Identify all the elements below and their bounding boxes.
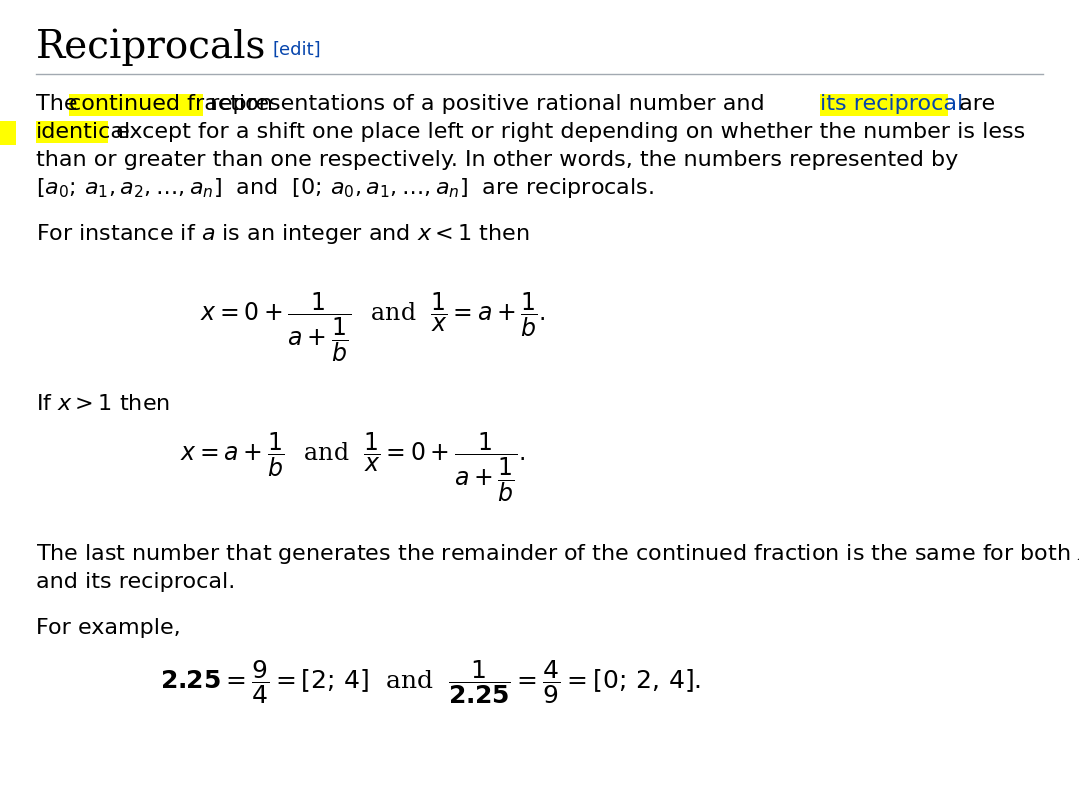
Text: $x = 0 + \dfrac{1}{a + \dfrac{1}{b}}\,$  and  $\dfrac{1}{x} = a + \dfrac{1}{b}.$: $x = 0 + \dfrac{1}{a + \dfrac{1}{b}}\,$ … xyxy=(200,290,546,363)
Text: The: The xyxy=(36,94,84,114)
Text: The last number that generates the remainder of the continued fraction is the sa: The last number that generates the remai… xyxy=(36,541,1079,565)
Text: For instance if $a$ is an integer and $x < 1$ then: For instance if $a$ is an integer and $x… xyxy=(36,221,530,245)
Text: $[a_0;\,a_1,a_2,\ldots,a_n]$  and  $[0;\,a_0,a_1,\ldots,a_n]$  are reciprocals.: $[a_0;\,a_1,a_2,\ldots,a_n]$ and $[0;\,a… xyxy=(36,176,654,200)
Bar xyxy=(0,122,16,146)
Text: $\mathbf{2.25} = \dfrac{9}{4} = [2;\,4]$  and  $\dfrac{1}{\mathbf{2.25}} = \dfra: $\mathbf{2.25} = \dfrac{9}{4} = [2;\,4]$… xyxy=(160,657,701,705)
Text: continued fraction: continued fraction xyxy=(69,94,273,114)
Text: than or greater than one respectively. In other words, the numbers represented b: than or greater than one respectively. I… xyxy=(36,150,958,170)
Bar xyxy=(820,95,948,117)
Text: identical: identical xyxy=(36,122,132,142)
Bar xyxy=(36,122,108,144)
Bar xyxy=(69,95,203,117)
Text: its reciprocal: its reciprocal xyxy=(820,94,964,114)
Text: $x = a + \dfrac{1}{b}\,$  and  $\dfrac{1}{x} = 0 + \dfrac{1}{a + \dfrac{1}{b}}.$: $x = a + \dfrac{1}{b}\,$ and $\dfrac{1}{… xyxy=(180,429,525,503)
Text: and its reciprocal.: and its reciprocal. xyxy=(36,571,235,591)
Text: Reciprocals: Reciprocals xyxy=(36,28,267,66)
Text: except for a shift one place left or right depending on whether the number is le: except for a shift one place left or rig… xyxy=(109,122,1025,142)
Text: If $x > 1$ then: If $x > 1$ then xyxy=(36,394,169,414)
Text: representations of a positive rational number and: representations of a positive rational n… xyxy=(203,94,765,114)
Text: [edit]: [edit] xyxy=(272,41,320,59)
Text: are: are xyxy=(952,94,995,114)
Text: For example,: For example, xyxy=(36,618,180,638)
